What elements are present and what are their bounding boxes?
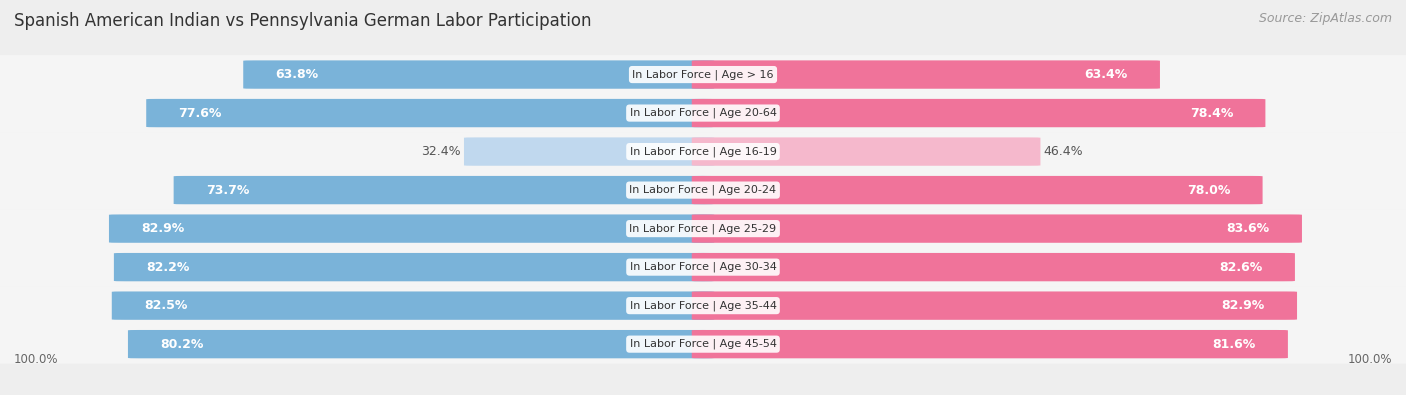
Text: Spanish American Indian vs Pennsylvania German Labor Participation: Spanish American Indian vs Pennsylvania … — [14, 12, 592, 30]
FancyBboxPatch shape — [0, 209, 1406, 248]
Text: In Labor Force | Age 25-29: In Labor Force | Age 25-29 — [630, 223, 776, 234]
Text: 82.5%: 82.5% — [145, 299, 187, 312]
Text: In Labor Force | Age 45-54: In Labor Force | Age 45-54 — [630, 339, 776, 350]
FancyBboxPatch shape — [692, 292, 1298, 320]
FancyBboxPatch shape — [174, 176, 714, 204]
Text: 82.6%: 82.6% — [1219, 261, 1263, 274]
Text: 73.7%: 73.7% — [207, 184, 249, 197]
Text: Source: ZipAtlas.com: Source: ZipAtlas.com — [1258, 12, 1392, 25]
Text: 78.4%: 78.4% — [1189, 107, 1233, 120]
FancyBboxPatch shape — [692, 176, 1263, 204]
Text: 78.0%: 78.0% — [1187, 184, 1230, 197]
FancyBboxPatch shape — [464, 137, 714, 166]
Text: 82.2%: 82.2% — [146, 261, 190, 274]
Text: 77.6%: 77.6% — [179, 107, 222, 120]
FancyBboxPatch shape — [692, 60, 1160, 89]
FancyBboxPatch shape — [692, 214, 1302, 243]
Text: 82.9%: 82.9% — [1222, 299, 1265, 312]
Legend: Spanish American Indian, Pennsylvania German: Spanish American Indian, Pennsylvania Ge… — [520, 389, 886, 395]
Text: In Labor Force | Age 30-34: In Labor Force | Age 30-34 — [630, 262, 776, 273]
FancyBboxPatch shape — [108, 214, 714, 243]
Text: 82.9%: 82.9% — [141, 222, 184, 235]
Text: 100.0%: 100.0% — [1347, 353, 1392, 366]
Text: 81.6%: 81.6% — [1212, 338, 1256, 351]
FancyBboxPatch shape — [0, 94, 1406, 132]
Text: 80.2%: 80.2% — [160, 338, 204, 351]
FancyBboxPatch shape — [0, 286, 1406, 325]
FancyBboxPatch shape — [146, 99, 714, 127]
FancyBboxPatch shape — [692, 99, 1265, 127]
Text: 63.8%: 63.8% — [276, 68, 319, 81]
FancyBboxPatch shape — [114, 253, 714, 281]
FancyBboxPatch shape — [128, 330, 714, 358]
Text: In Labor Force | Age 20-24: In Labor Force | Age 20-24 — [630, 185, 776, 196]
Text: In Labor Force | Age 35-44: In Labor Force | Age 35-44 — [630, 300, 776, 311]
FancyBboxPatch shape — [243, 60, 714, 89]
Text: 32.4%: 32.4% — [422, 145, 461, 158]
Text: 83.6%: 83.6% — [1226, 222, 1270, 235]
Text: 63.4%: 63.4% — [1084, 68, 1128, 81]
FancyBboxPatch shape — [0, 248, 1406, 286]
FancyBboxPatch shape — [692, 253, 1295, 281]
FancyBboxPatch shape — [692, 137, 1040, 166]
FancyBboxPatch shape — [692, 330, 1288, 358]
FancyBboxPatch shape — [0, 171, 1406, 209]
FancyBboxPatch shape — [0, 55, 1406, 94]
FancyBboxPatch shape — [0, 132, 1406, 171]
Text: In Labor Force | Age > 16: In Labor Force | Age > 16 — [633, 69, 773, 80]
Text: 46.4%: 46.4% — [1043, 145, 1083, 158]
Text: In Labor Force | Age 16-19: In Labor Force | Age 16-19 — [630, 146, 776, 157]
Text: In Labor Force | Age 20-64: In Labor Force | Age 20-64 — [630, 108, 776, 118]
FancyBboxPatch shape — [0, 325, 1406, 363]
FancyBboxPatch shape — [112, 292, 714, 320]
Text: 100.0%: 100.0% — [14, 353, 59, 366]
